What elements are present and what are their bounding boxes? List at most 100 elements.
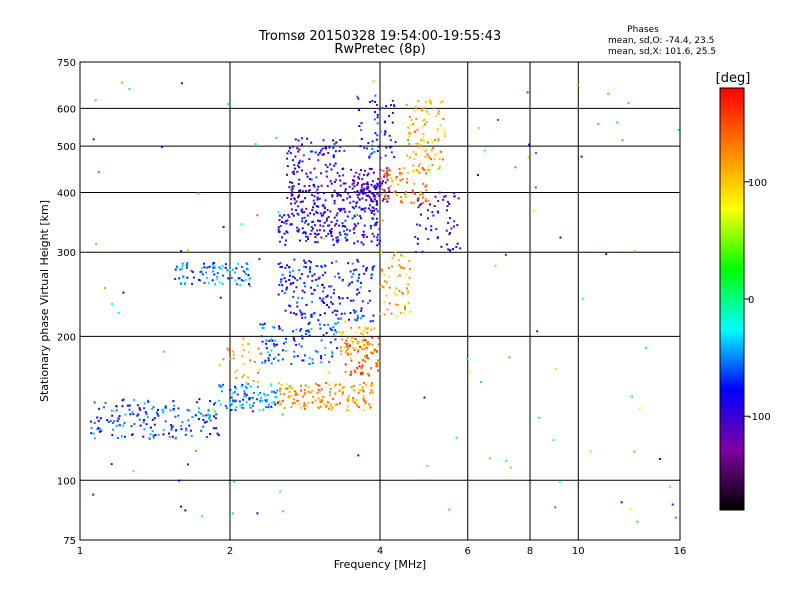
data-point xyxy=(203,262,205,265)
data-point xyxy=(419,191,422,194)
data-point xyxy=(352,400,355,403)
data-point xyxy=(314,241,317,244)
data-point xyxy=(398,265,401,268)
data-point xyxy=(285,280,288,283)
data-point xyxy=(443,195,446,198)
data-point xyxy=(301,316,304,319)
data-point xyxy=(316,212,319,214)
data-point xyxy=(353,242,356,245)
data-point xyxy=(343,208,346,211)
data-point xyxy=(281,329,284,332)
data-point xyxy=(328,361,331,363)
data-point xyxy=(317,153,320,156)
data-point xyxy=(151,408,154,410)
data-point xyxy=(222,274,225,277)
data-point xyxy=(221,264,224,267)
data-point xyxy=(357,222,360,225)
data-point xyxy=(290,202,293,205)
data-point xyxy=(428,156,431,159)
data-point xyxy=(361,386,364,389)
data-point xyxy=(309,391,312,394)
data-point xyxy=(248,403,251,406)
data-point xyxy=(434,195,437,198)
data-point xyxy=(290,406,293,409)
data-point xyxy=(330,230,333,233)
data-point xyxy=(288,146,291,149)
data-point xyxy=(337,321,339,324)
data-point xyxy=(426,153,429,156)
data-point xyxy=(354,331,357,334)
data-point xyxy=(256,385,259,388)
data-point xyxy=(295,286,298,289)
data-point xyxy=(339,346,342,349)
data-point xyxy=(305,332,308,335)
data-point xyxy=(162,350,165,353)
data-point xyxy=(281,510,284,513)
y-tick-label: 300 xyxy=(57,248,76,259)
data-point xyxy=(198,407,201,410)
data-point xyxy=(276,389,279,392)
data-point xyxy=(126,404,129,407)
data-point xyxy=(172,400,175,403)
data-point xyxy=(428,113,430,116)
data-point xyxy=(291,402,294,405)
data-point xyxy=(308,268,311,271)
data-point xyxy=(379,156,382,159)
data-point xyxy=(307,401,310,404)
data-point xyxy=(301,160,304,163)
data-point xyxy=(170,428,173,431)
data-point xyxy=(346,397,349,400)
data-point xyxy=(346,228,348,231)
data-point xyxy=(360,122,363,125)
data-point xyxy=(456,224,459,227)
data-point xyxy=(241,376,244,379)
data-point xyxy=(279,490,282,493)
data-point xyxy=(300,313,303,316)
data-point xyxy=(297,150,300,153)
data-point xyxy=(295,200,298,203)
data-point xyxy=(428,99,431,102)
data-point xyxy=(411,189,414,192)
data-point xyxy=(180,505,183,508)
data-point xyxy=(235,369,238,372)
data-point xyxy=(294,277,296,280)
data-point xyxy=(372,171,375,174)
data-point xyxy=(373,327,376,330)
data-point xyxy=(202,425,205,428)
data-point xyxy=(350,386,353,389)
data-point xyxy=(358,198,361,201)
data-point xyxy=(306,214,309,217)
data-point xyxy=(346,400,349,403)
data-point xyxy=(179,268,182,271)
data-point xyxy=(243,390,246,393)
data-point xyxy=(207,408,210,411)
data-point xyxy=(305,404,308,407)
data-point xyxy=(307,390,310,393)
data-point xyxy=(412,123,415,126)
data-point xyxy=(315,176,318,179)
data-point xyxy=(421,125,424,128)
data-point xyxy=(310,141,313,144)
data-point xyxy=(339,146,342,148)
data-point xyxy=(290,198,293,201)
data-point xyxy=(310,286,312,289)
data-point xyxy=(355,201,358,204)
data-point xyxy=(170,424,173,426)
data-point xyxy=(268,354,271,357)
data-point xyxy=(397,259,400,261)
data-point xyxy=(326,209,329,212)
data-point xyxy=(371,152,374,155)
data-point xyxy=(209,400,212,403)
data-point xyxy=(229,406,232,409)
data-point xyxy=(388,275,391,278)
data-point xyxy=(391,257,394,260)
data-point xyxy=(363,355,366,357)
data-point xyxy=(356,293,358,296)
data-points xyxy=(89,80,680,523)
data-point xyxy=(292,276,295,278)
data-point xyxy=(287,304,290,307)
data-point xyxy=(94,99,97,102)
data-point xyxy=(293,198,296,201)
data-point xyxy=(267,357,270,359)
